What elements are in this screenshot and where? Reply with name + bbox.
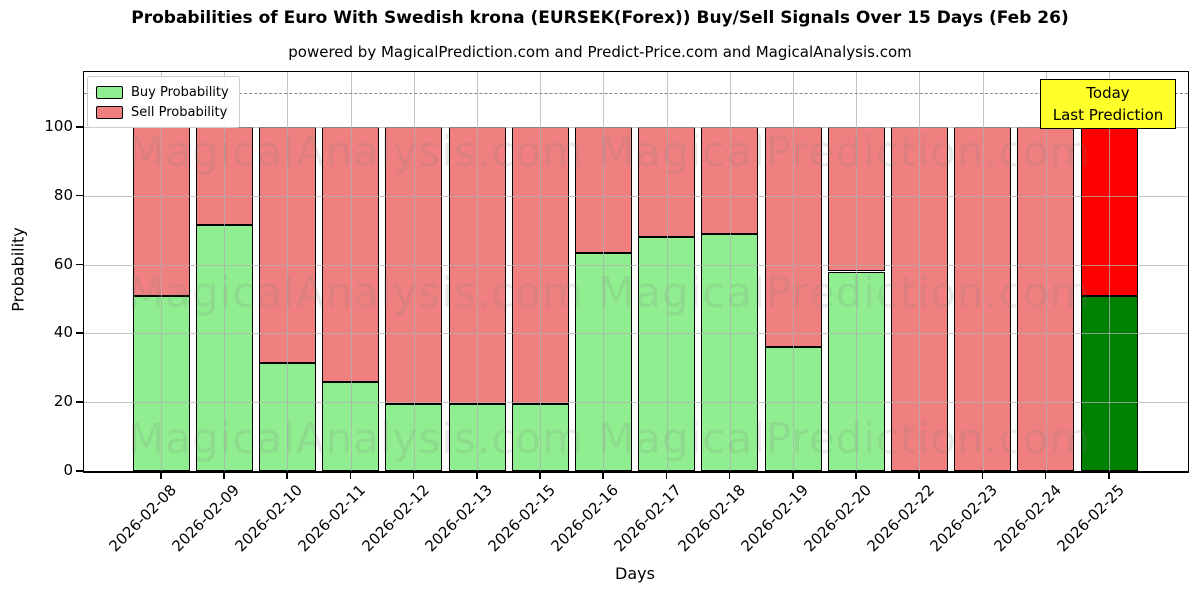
x-tick	[349, 472, 352, 479]
grid-v-line	[666, 72, 668, 471]
y-tick-label: 0	[63, 461, 73, 479]
y-tick	[76, 332, 83, 334]
x-tick	[855, 472, 857, 479]
y-tick	[76, 263, 83, 266]
buy-swatch-icon	[96, 85, 123, 99]
watermark-text: MagicalPrediction.com	[598, 127, 1092, 176]
x-tick	[981, 472, 984, 479]
legend-label-sell: Sell Probability	[131, 104, 228, 120]
y-tick-label: 80	[53, 185, 73, 204]
x-tick-label: 2026-02-13	[421, 481, 496, 556]
x-tick-label: 2026-02-19	[737, 481, 812, 556]
y-tick	[76, 470, 83, 472]
grid-v-line	[793, 72, 794, 471]
x-tick-label: 2026-02-16	[547, 481, 623, 556]
watermark-text: MagicalPrediction.com	[598, 414, 1092, 463]
x-tick-label: 2026-02-11	[294, 481, 370, 556]
x-tick	[1044, 472, 1047, 479]
x-tick	[792, 472, 794, 479]
grid-h-line	[84, 333, 1188, 335]
x-tick-label: 2026-02-20	[800, 481, 875, 556]
chart-subtitle: powered by MagicalPrediction.com and Pre…	[288, 43, 912, 61]
grid-v-line	[603, 72, 605, 471]
x-tick	[665, 472, 668, 479]
x-tick	[476, 472, 478, 479]
x-tick	[602, 472, 604, 479]
grid-v-line	[540, 72, 542, 471]
x-tick	[412, 472, 415, 479]
grid-v-line	[224, 72, 226, 471]
grid-v-line	[1045, 72, 1047, 471]
sell-swatch-icon	[96, 105, 123, 119]
grid-v-line	[982, 72, 984, 471]
watermark-text: MagicalAnalysis.com	[128, 414, 584, 463]
grid-v-line	[729, 72, 731, 471]
x-tick-label: 2026-02-17	[610, 481, 686, 556]
y-tick-label: 100	[44, 117, 73, 136]
y-tick-label: 20	[53, 392, 73, 411]
x-tick	[160, 472, 162, 479]
grid-v-line	[1109, 72, 1110, 471]
y-tick-label: 60	[53, 254, 73, 273]
x-tick	[728, 472, 731, 479]
watermark-text: MagicalAnalysis.com	[128, 127, 584, 176]
today-annotation-line2: Last Prediction	[1052, 106, 1164, 124]
today-annotation-box: Today Last Prediction	[1040, 79, 1176, 129]
legend-item-buy: Buy Probability	[96, 82, 229, 102]
watermark-text: MagicalPrediction.com	[598, 268, 1092, 317]
x-tick-label: 2026-02-15	[484, 481, 559, 556]
grid-v-line	[161, 72, 162, 471]
chart-title: Probabilities of Euro With Swedish krona…	[131, 8, 1069, 28]
grid-v-line	[919, 72, 921, 471]
grid-v-line	[287, 72, 289, 471]
y-tick	[76, 401, 83, 403]
x-tick-label: 2026-02-23	[926, 481, 1002, 556]
grid-v-line	[856, 72, 858, 471]
plot-area	[83, 71, 1189, 473]
legend: Buy Probability Sell Probability	[87, 76, 240, 128]
x-tick-label: 2026-02-25	[1053, 481, 1128, 556]
grid-v-line	[350, 72, 352, 471]
x-axis-title: Days	[615, 564, 655, 583]
x-tick	[918, 472, 920, 479]
legend-item-sell: Sell Probability	[96, 102, 229, 122]
y-tick-label: 40	[53, 323, 73, 342]
x-tick-label: 2026-02-18	[674, 481, 749, 556]
x-tick-label: 2026-02-24	[990, 481, 1065, 556]
grid-h-line	[84, 195, 1188, 197]
dashed-threshold-line	[84, 92, 1188, 94]
x-tick	[1108, 472, 1110, 479]
y-tick	[76, 194, 83, 197]
y-tick	[76, 126, 83, 128]
x-tick-label: 2026-02-10	[231, 481, 307, 556]
legend-label-buy: Buy Probability	[131, 84, 229, 100]
grid-v-line	[413, 72, 415, 471]
x-tick-label: 2026-02-12	[358, 481, 433, 556]
x-tick-label: 2026-02-22	[863, 481, 939, 556]
x-tick	[539, 472, 541, 479]
watermark-text: MagicalAnalysis.com	[128, 268, 584, 317]
grid-h-line	[84, 264, 1188, 266]
y-axis-title: Probability	[8, 227, 28, 312]
x-tick-label: 2026-02-09	[168, 481, 243, 556]
grid-h-line	[84, 127, 1188, 129]
today-annotation-line1: Today	[1086, 84, 1130, 102]
x-tick	[286, 472, 288, 479]
grid-v-line	[477, 72, 478, 471]
grid-h-line	[84, 402, 1188, 404]
x-tick	[223, 472, 225, 479]
x-tick-label: 2026-02-08	[105, 481, 180, 556]
